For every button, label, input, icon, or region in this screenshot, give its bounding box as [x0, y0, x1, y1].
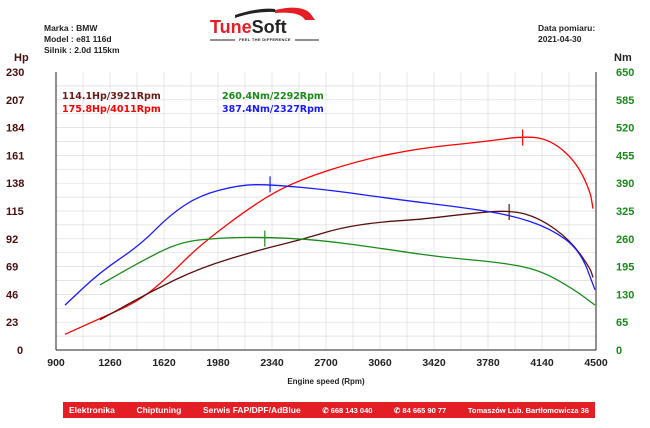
footer-chiptuning: Chiptuning	[136, 405, 182, 415]
footer-electronics: Elektronika	[69, 405, 115, 415]
series-line	[64, 184, 596, 306]
logo-tagline-rules	[210, 39, 319, 41]
power-torque-chart: Hp Nm 0 23 46 69 92 115 138 161 184 207 230 0 65 130 195…	[6, 52, 634, 386]
contact-banner: Elektronika Chiptuning Serwis FAP/DPF/Ad…	[63, 402, 595, 418]
y-left-label: Hp	[14, 52, 29, 64]
x-tick: 3420	[422, 357, 446, 369]
peak-annotation: 175.8Hp/4011Rpm	[62, 104, 161, 115]
series-line	[99, 236, 596, 306]
x-tick: 1980	[206, 357, 230, 369]
x-tick: 900	[47, 357, 65, 369]
y-left-tick: 23	[6, 317, 18, 329]
y-left-tick: 46	[6, 289, 18, 301]
x-tick: 2340	[260, 357, 284, 369]
footer-service: Serwis FAP/DPF/AdBlue	[202, 405, 301, 415]
x-tick: 3780	[476, 357, 500, 369]
y-left-tick: 115	[6, 206, 24, 218]
svg-text:TuneSoft: TuneSoft	[210, 17, 287, 36]
y-right-tick: 455	[616, 150, 634, 162]
y-left-tick: 0	[17, 345, 23, 357]
y-left-tick: 230	[6, 67, 24, 79]
y-right-tick: 260	[616, 234, 634, 246]
date-value: 2021-04-30	[538, 34, 582, 44]
date-label: Data pomiaru:	[538, 23, 596, 33]
y-left-tick: 207	[6, 95, 24, 107]
brand-line: Marka : BMW	[44, 23, 98, 33]
x-tick: 1620	[152, 357, 176, 369]
y-right-tick: 390	[616, 178, 634, 190]
y-right-tick: 520	[616, 123, 634, 135]
y-right-tick: 65	[616, 317, 628, 329]
y-right-tick: 195	[616, 262, 634, 274]
date-info: Data pomiaru: 2021-04-30	[538, 23, 595, 45]
model-line: Model : e81 116d	[44, 34, 112, 44]
series-line	[99, 210, 594, 321]
y-left-tick: 184	[6, 123, 25, 135]
x-tick: 4500	[584, 357, 608, 369]
y-right-tick: 0	[616, 345, 622, 357]
footer-phone-1: ✆ 668 143 040	[322, 405, 373, 415]
footer-address: Tomaszów Lub. Bartłomowicza 36	[467, 405, 589, 415]
x-tick: 4140	[530, 357, 554, 369]
x-axis-label: Engine speed (Rpm)	[287, 377, 365, 386]
peak-annotation: 387.4Nm/2327Rpm	[222, 104, 324, 115]
peak-annotation: 114.1Hp/3921Rpm	[62, 91, 161, 102]
vehicle-info: Marka : BMW Model : e81 116d Silnik : 2.…	[44, 23, 120, 56]
series-line	[64, 136, 594, 335]
logo-tagline: FEEL THE DIFFERENCE	[239, 37, 291, 42]
x-tick: 3060	[368, 357, 392, 369]
footer-phone-2: ✆ 84 665 90 77	[394, 405, 447, 415]
peak-annotation: 260.4Nm/2292Rpm	[222, 91, 324, 102]
y-right-tick: 130	[616, 289, 634, 301]
y-right-tick: 650	[616, 67, 634, 79]
y-right-label: Nm	[614, 52, 632, 64]
engine-line: Silnik : 2.0d 115km	[44, 45, 120, 55]
y-left-tick: 92	[6, 234, 18, 246]
y-right-tick: 325	[616, 206, 634, 218]
y-left-tick: 161	[6, 150, 24, 162]
x-tick: 2700	[314, 357, 338, 369]
y-right-tick: 585	[616, 95, 634, 107]
x-tick: 1260	[98, 357, 122, 369]
logo: TuneSoft	[210, 7, 315, 36]
y-left-tick: 138	[6, 178, 24, 190]
y-left-tick: 69	[6, 262, 18, 274]
